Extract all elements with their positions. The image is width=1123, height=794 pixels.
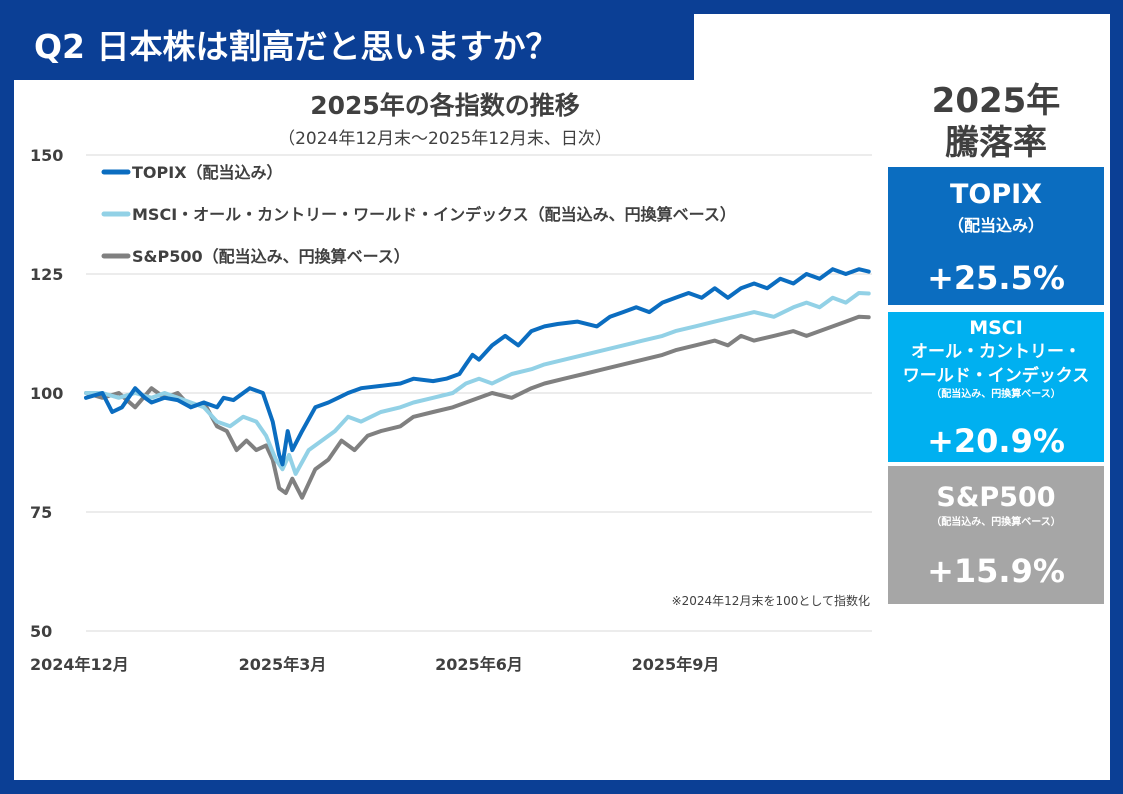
x-tick-label-0: 2024年12月 (30, 655, 129, 674)
y-tick-label-75: 75 (30, 503, 52, 522)
card-topix-sub: （配当込み） (947, 216, 1044, 235)
y-tick-label-150: 150 (30, 146, 63, 165)
card-msci-name-line3: ワールド・インデックス (902, 366, 1090, 386)
side-title-label: 騰落率 (945, 123, 1047, 163)
side-title-year: 2025年 (931, 81, 1061, 121)
card-sp500-sub: （配当込み、円換算ベース） (931, 517, 1061, 528)
card-msci-name: MSCI (969, 317, 1023, 339)
x-tick-label-2: 2025年6月 (435, 655, 523, 674)
card-msci-sub: （配当込み、円換算ベース） (931, 389, 1061, 400)
legend-label-2: S&P500（配当込み、円換算ベース） (132, 247, 410, 266)
card-sp500-name: S&P500 (936, 482, 1056, 513)
chart-subtitle: （2024年12月末～2025年12月末、日次） (278, 129, 612, 149)
legend-label-0: TOPIX（配当込み） (132, 163, 283, 182)
y-tick-label-125: 125 (30, 265, 63, 284)
card-msci-value: +20.9% (927, 422, 1065, 460)
series-line-1 (84, 291, 871, 476)
chart-note: ※2024年12月末を100として指数化 (672, 593, 870, 608)
card-sp500-value: +15.9% (927, 552, 1065, 590)
card-msci-name-line2: オール・カントリー・ (911, 342, 1081, 362)
chart-title: 2025年の各指数の推移 (310, 91, 580, 120)
card-sp500: S&P500 （配当込み、円換算ベース） +15.9% (888, 466, 1104, 604)
card-msci: MSCI オール・カントリー・ ワールド・インデックス （配当込み、円換算ベース… (888, 312, 1104, 462)
question-banner: Q2 日本株は割高だと思いますか？ (14, 14, 694, 80)
card-topix: TOPIX （配当込み） +25.5% (888, 167, 1104, 305)
series-line-0 (84, 267, 871, 467)
x-tick-label-3: 2025年9月 (632, 655, 720, 674)
card-topix-name: TOPIX (949, 179, 1043, 210)
series-line-2 (84, 314, 871, 500)
legend-label-1: MSCI・オール・カントリー・ワールド・インデックス（配当込み、円換算ベース） (132, 205, 736, 224)
side-panel-title: 2025年 騰落率 (888, 80, 1104, 164)
y-tick-label-50: 50 (30, 622, 52, 641)
x-tick-label-1: 2025年3月 (239, 655, 327, 674)
card-topix-value: +25.5% (927, 259, 1065, 297)
y-tick-label-100: 100 (30, 384, 63, 403)
